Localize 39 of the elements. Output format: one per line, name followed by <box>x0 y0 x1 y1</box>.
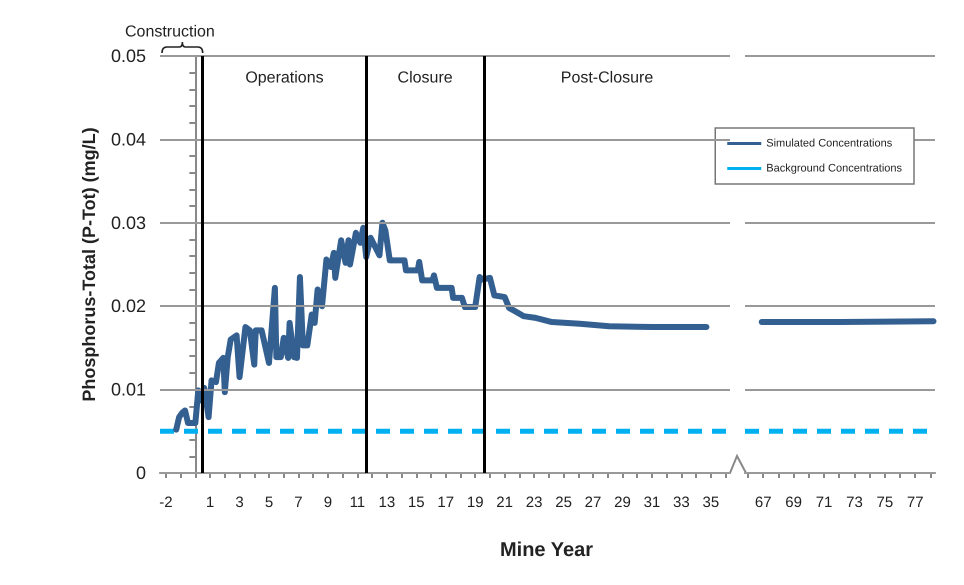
y-tick-label: 0.03 <box>110 212 146 233</box>
x-tick-label: 29 <box>614 494 631 511</box>
x-tick-label: 23 <box>526 494 542 511</box>
annotation: Closure <box>398 70 453 86</box>
x-tick-label: 19 <box>466 494 484 511</box>
x-tick-label: 25 <box>555 494 572 511</box>
x-tick-label: 17 <box>437 494 454 511</box>
y-tick-label: 0.01 <box>110 380 146 400</box>
x-tick-label: 33 <box>673 494 690 511</box>
y-tick-label: 0.05 <box>110 46 146 66</box>
x-tick-label: 67 <box>754 494 772 511</box>
x-tick-label: 11 <box>350 494 366 511</box>
y-tick-label: 0.02 <box>110 296 146 316</box>
x-tick-label: 3 <box>235 494 244 511</box>
x-tick-label: 7 <box>294 494 303 511</box>
x-axis-title: Mine Year <box>500 539 594 561</box>
x-tick-label: 73 <box>846 494 863 511</box>
y-tick-label: 0.04 <box>110 129 146 150</box>
x-tick-label: -2 <box>159 494 173 511</box>
x-tick-label: 71 <box>816 494 832 511</box>
y-axis-title: Phosphorus-Total (P-Tot) (mg/L) <box>79 127 99 402</box>
x-tick-label: 9 <box>324 494 332 511</box>
y-tick-label: 0 <box>136 463 146 483</box>
x-tick-label: 77 <box>906 494 924 511</box>
x-tick-label: 21 <box>496 494 513 511</box>
annotation: Operations <box>245 70 324 86</box>
annotation: Post-Closure <box>560 70 654 86</box>
x-tick-label: 75 <box>876 494 894 511</box>
x-tick-label: 27 <box>584 494 602 511</box>
x-tick-label: 15 <box>408 494 425 511</box>
x-tick-label: 13 <box>378 494 396 511</box>
x-tick-label: 31 <box>644 494 660 511</box>
x-tick-label: 5 <box>264 494 274 511</box>
legend-label: Background Concentrations <box>766 162 902 174</box>
x-tick-label: 1 <box>206 494 214 511</box>
x-tick-label: 35 <box>702 494 720 511</box>
text: Construction <box>125 24 215 40</box>
x-tick-label: 69 <box>785 494 802 511</box>
legend-label: Simulated Concentrations <box>766 138 893 150</box>
